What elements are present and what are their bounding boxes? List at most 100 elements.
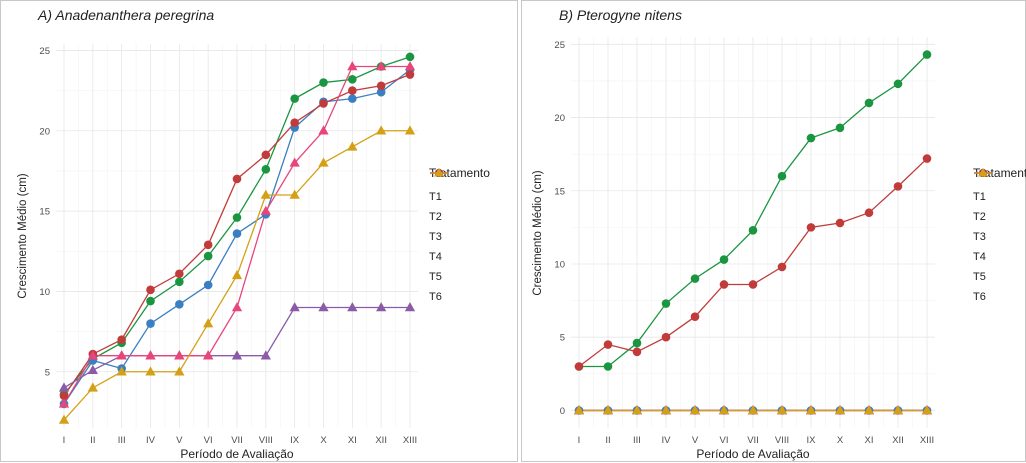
x-tick-label: II bbox=[90, 435, 95, 446]
legend-item-t2: T2 bbox=[429, 169, 490, 227]
data-point-t2 bbox=[146, 319, 155, 328]
data-point-t3 bbox=[603, 340, 613, 349]
legend-key-t6 bbox=[430, 168, 448, 177]
data-point-t6 bbox=[747, 405, 759, 415]
data-point-t3 bbox=[290, 118, 299, 128]
data-point-t3 bbox=[864, 208, 874, 218]
data-point-t3 bbox=[117, 335, 126, 344]
legend-item-t5: T5 bbox=[973, 168, 1026, 287]
data-point-t4 bbox=[231, 350, 243, 360]
data-point-t3 bbox=[146, 285, 155, 295]
data-point-t1 bbox=[203, 251, 213, 261]
data-point-t3 bbox=[376, 81, 386, 91]
data-point-t6 bbox=[376, 125, 387, 135]
y-tick-label: 5 bbox=[45, 367, 50, 378]
x-tick-label: IV bbox=[662, 435, 672, 446]
x-tick-label: IV bbox=[146, 435, 156, 446]
x-axis-title: Período de Avaliação bbox=[180, 447, 294, 461]
data-point-t5 bbox=[289, 157, 300, 167]
x-tick-label: III bbox=[633, 435, 641, 446]
legend-item-t6: T6 bbox=[973, 168, 1026, 307]
data-point-t1 bbox=[603, 362, 613, 371]
legend-label: T4 bbox=[973, 251, 986, 263]
data-point-t1 bbox=[232, 213, 242, 222]
legend-item-t5: T5 bbox=[429, 168, 490, 287]
legend-label: T2 bbox=[973, 211, 986, 223]
data-point-t4 bbox=[347, 302, 358, 312]
legend-item-t6: T6 bbox=[429, 168, 490, 307]
data-point-t5 bbox=[174, 350, 185, 360]
data-point-t4 bbox=[260, 350, 271, 360]
data-point-t6 bbox=[347, 141, 358, 151]
data-point-t6 bbox=[404, 125, 416, 135]
data-point-t1 bbox=[806, 133, 816, 143]
data-point-t3 bbox=[59, 391, 69, 401]
data-point-t6 bbox=[260, 189, 271, 199]
x-axis-title: Período de Avaliação bbox=[696, 447, 810, 461]
data-point-t1 bbox=[777, 171, 787, 181]
x-tick-label: XI bbox=[865, 435, 874, 446]
data-point-t2 bbox=[376, 87, 386, 97]
legend-label: T1 bbox=[973, 191, 986, 203]
data-point-t1 bbox=[175, 277, 184, 287]
x-tick-label: II bbox=[605, 435, 610, 446]
legend-label: T6 bbox=[973, 291, 986, 303]
data-point-t1 bbox=[261, 165, 271, 174]
legend-item-t3: T3 bbox=[429, 169, 490, 247]
x-tick-label: III bbox=[118, 435, 126, 446]
legend-label: T3 bbox=[973, 231, 986, 243]
data-point-t5 bbox=[376, 61, 387, 71]
legend-title: Tratamento bbox=[429, 166, 490, 180]
data-point-t5 bbox=[87, 350, 98, 360]
x-tick-label: VII bbox=[747, 435, 759, 446]
x-tick-label: I bbox=[63, 435, 66, 446]
y-tick-label: 10 bbox=[39, 287, 50, 298]
data-point-t1 bbox=[319, 78, 328, 87]
data-point-t5 bbox=[318, 125, 329, 135]
data-point-t4 bbox=[87, 364, 98, 374]
data-point-t3 bbox=[232, 174, 242, 184]
data-point-t5 bbox=[203, 350, 214, 360]
y-tick-label: 10 bbox=[554, 259, 565, 270]
x-tick-label: V bbox=[176, 435, 183, 446]
x-tick-label: XIII bbox=[403, 435, 417, 446]
data-point-t6 bbox=[87, 382, 98, 392]
x-tick-label: XII bbox=[375, 435, 387, 446]
data-point-t6 bbox=[58, 414, 70, 424]
legend-item-t4: T4 bbox=[973, 168, 1026, 267]
data-point-t3 bbox=[348, 86, 357, 95]
x-tick-label: XI bbox=[348, 435, 357, 446]
legend-label: T1 bbox=[429, 191, 442, 203]
data-point-t1 bbox=[661, 299, 671, 308]
data-point-t6 bbox=[631, 405, 643, 415]
data-point-t6 bbox=[318, 157, 329, 167]
y-tick-label: 15 bbox=[39, 207, 50, 218]
data-point-t6 bbox=[573, 405, 585, 415]
data-point-t1 bbox=[719, 255, 729, 264]
data-point-t3 bbox=[632, 347, 642, 357]
x-tick-label: XIII bbox=[920, 435, 934, 446]
x-tick-label: IX bbox=[290, 435, 300, 446]
data-point-t6 bbox=[174, 366, 185, 376]
x-tick-label: I bbox=[578, 435, 581, 446]
data-point-t6 bbox=[289, 189, 300, 199]
data-point-t4 bbox=[404, 302, 416, 312]
data-point-t6 bbox=[776, 405, 788, 415]
data-point-t1 bbox=[922, 50, 932, 59]
data-point-t3 bbox=[893, 182, 903, 191]
data-point-t5 bbox=[116, 350, 127, 360]
data-point-t3 bbox=[748, 280, 758, 289]
legend-item-t1: T1 bbox=[973, 169, 1026, 207]
data-point-t5 bbox=[404, 61, 416, 71]
data-point-t3 bbox=[719, 280, 729, 289]
x-tick-label: V bbox=[692, 435, 699, 446]
x-tick-label: VIII bbox=[259, 435, 273, 446]
x-tick-label: VIII bbox=[775, 435, 789, 446]
legend-item-t3: T3 bbox=[973, 169, 1026, 247]
legend-label: T2 bbox=[429, 211, 442, 223]
data-point-t3 bbox=[835, 218, 845, 228]
x-tick-label: X bbox=[837, 435, 844, 446]
x-tick-label: VII bbox=[231, 435, 243, 446]
